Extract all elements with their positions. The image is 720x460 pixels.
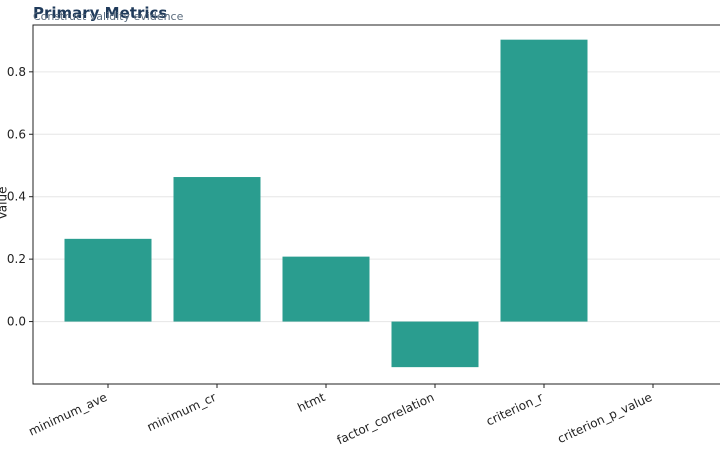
- x-tick-label: minimum_ave: [26, 390, 109, 439]
- y-tick-label: 0.0: [7, 315, 26, 329]
- plot-frame: [32, 24, 720, 385]
- bar-minimum-cr: [173, 177, 261, 322]
- bars: [64, 39, 588, 368]
- y-axis-ticks: 0.0 0.2 0.4 0.6 0.8: [7, 65, 33, 329]
- y-tick-label: 0.6: [7, 127, 26, 141]
- x-tick-label: criterion_p_value: [555, 390, 654, 446]
- bar-minimum-ave: [64, 238, 152, 322]
- y-tick-label: 0.4: [7, 190, 26, 204]
- chart-title: Primary Metrics: [33, 4, 168, 22]
- y-tick-label: 0.8: [7, 65, 26, 79]
- x-axis-ticks: minimum_ave minimum_cr htmt factor_correlat…: [26, 384, 654, 447]
- chart-subtitle: Construct validity evidence: [33, 10, 184, 23]
- y-tick-label: 0.2: [7, 252, 26, 266]
- x-tick-label: htmt: [295, 390, 327, 415]
- x-tick-label: factor_correlation: [335, 390, 437, 447]
- x-tick-label: criterion_r: [484, 390, 545, 429]
- x-tick-label: minimum_cr: [145, 390, 218, 434]
- bar-htmt: [282, 256, 370, 322]
- bar-factor-correlation: [391, 321, 479, 368]
- bar-criterion-r: [500, 39, 588, 322]
